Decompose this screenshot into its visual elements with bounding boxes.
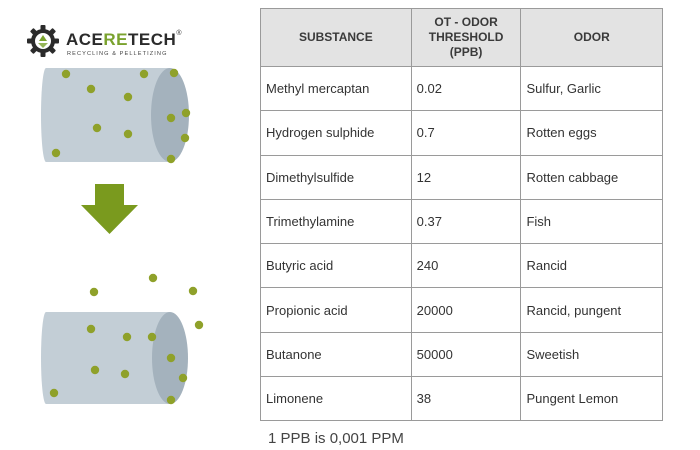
- top-cylinder-dots: [51, 68, 191, 164]
- acretech-logo: ACERETECH® RECYCLING & PELLETIZING: [26, 24, 206, 64]
- cell-odor: Sweetish: [520, 331, 663, 378]
- cell-threshold: 50000: [410, 331, 522, 378]
- gear-recycle-icon: [27, 25, 59, 57]
- top-cylinder: [41, 68, 189, 162]
- cell-substance: Hydrogen sulphide: [260, 110, 412, 156]
- table-row: Hydrogen sulphide 0.7 Rotten eggs: [260, 110, 663, 156]
- cell-odor: Sulfur, Garlic: [520, 65, 663, 112]
- cell-threshold: 0.7: [410, 110, 522, 156]
- cell-threshold: 12: [410, 154, 522, 200]
- cell-odor: Rancid, pungent: [520, 287, 663, 333]
- cell-substance: Butanone: [260, 331, 412, 378]
- cell-substance: Trimethylamine: [260, 198, 412, 245]
- header-odor: ODOR: [520, 8, 663, 67]
- cell-substance: Methyl mercaptan: [260, 65, 412, 112]
- cell-substance: Limonene: [260, 376, 412, 422]
- cell-substance: Dimethylsulfide: [260, 154, 412, 200]
- released-odor-dots: [89, 273, 204, 330]
- cell-odor: Rancid: [520, 243, 663, 289]
- table-header-row: SUBSTANCE OT - ODOR THRESHOLD (PPB) ODOR: [260, 8, 663, 67]
- table-row: Propionic acid 20000 Rancid, pungent: [260, 287, 663, 333]
- cell-threshold: 38: [410, 376, 522, 422]
- down-arrow-icon: [81, 184, 138, 234]
- bottom-cylinder-dots: [49, 324, 188, 405]
- table-row: Methyl mercaptan 0.02 Sulfur, Garlic: [260, 65, 663, 112]
- header-substance: SUBSTANCE: [260, 8, 412, 67]
- cell-odor: Pungent Lemon: [520, 376, 663, 422]
- header-threshold: OT - ODOR THRESHOLD (PPB): [410, 8, 522, 67]
- cell-odor: Fish: [520, 198, 663, 245]
- cell-threshold: 0.02: [410, 65, 522, 112]
- odor-release-illustration: [41, 68, 204, 405]
- table-row: Limonene 38 Pungent Lemon: [260, 376, 663, 422]
- cell-substance: Propionic acid: [260, 287, 412, 333]
- table-row: Trimethylamine 0.37 Fish: [260, 198, 663, 245]
- unit-footnote: 1 PPB is 0,001 PPM: [268, 430, 404, 447]
- table-row: Dimethylsulfide 12 Rotten cabbage: [260, 154, 663, 200]
- cell-odor: Rotten eggs: [520, 110, 663, 156]
- brand-tagline: RECYCLING & PELLETIZING: [67, 51, 168, 57]
- odor-threshold-table: SUBSTANCE OT - ODOR THRESHOLD (PPB) ODOR…: [260, 8, 663, 422]
- cell-threshold: 240: [410, 243, 522, 289]
- table-row: Butyric acid 240 Rancid: [260, 243, 663, 289]
- bottom-cylinder: [41, 312, 188, 404]
- table-row: Butanone 50000 Sweetish: [260, 331, 663, 378]
- brand-name: ACERETECH®: [66, 30, 182, 49]
- cell-threshold: 0.37: [410, 198, 522, 245]
- cell-odor: Rotten cabbage: [520, 154, 663, 200]
- cell-threshold: 20000: [410, 287, 522, 333]
- cell-substance: Butyric acid: [260, 243, 412, 289]
